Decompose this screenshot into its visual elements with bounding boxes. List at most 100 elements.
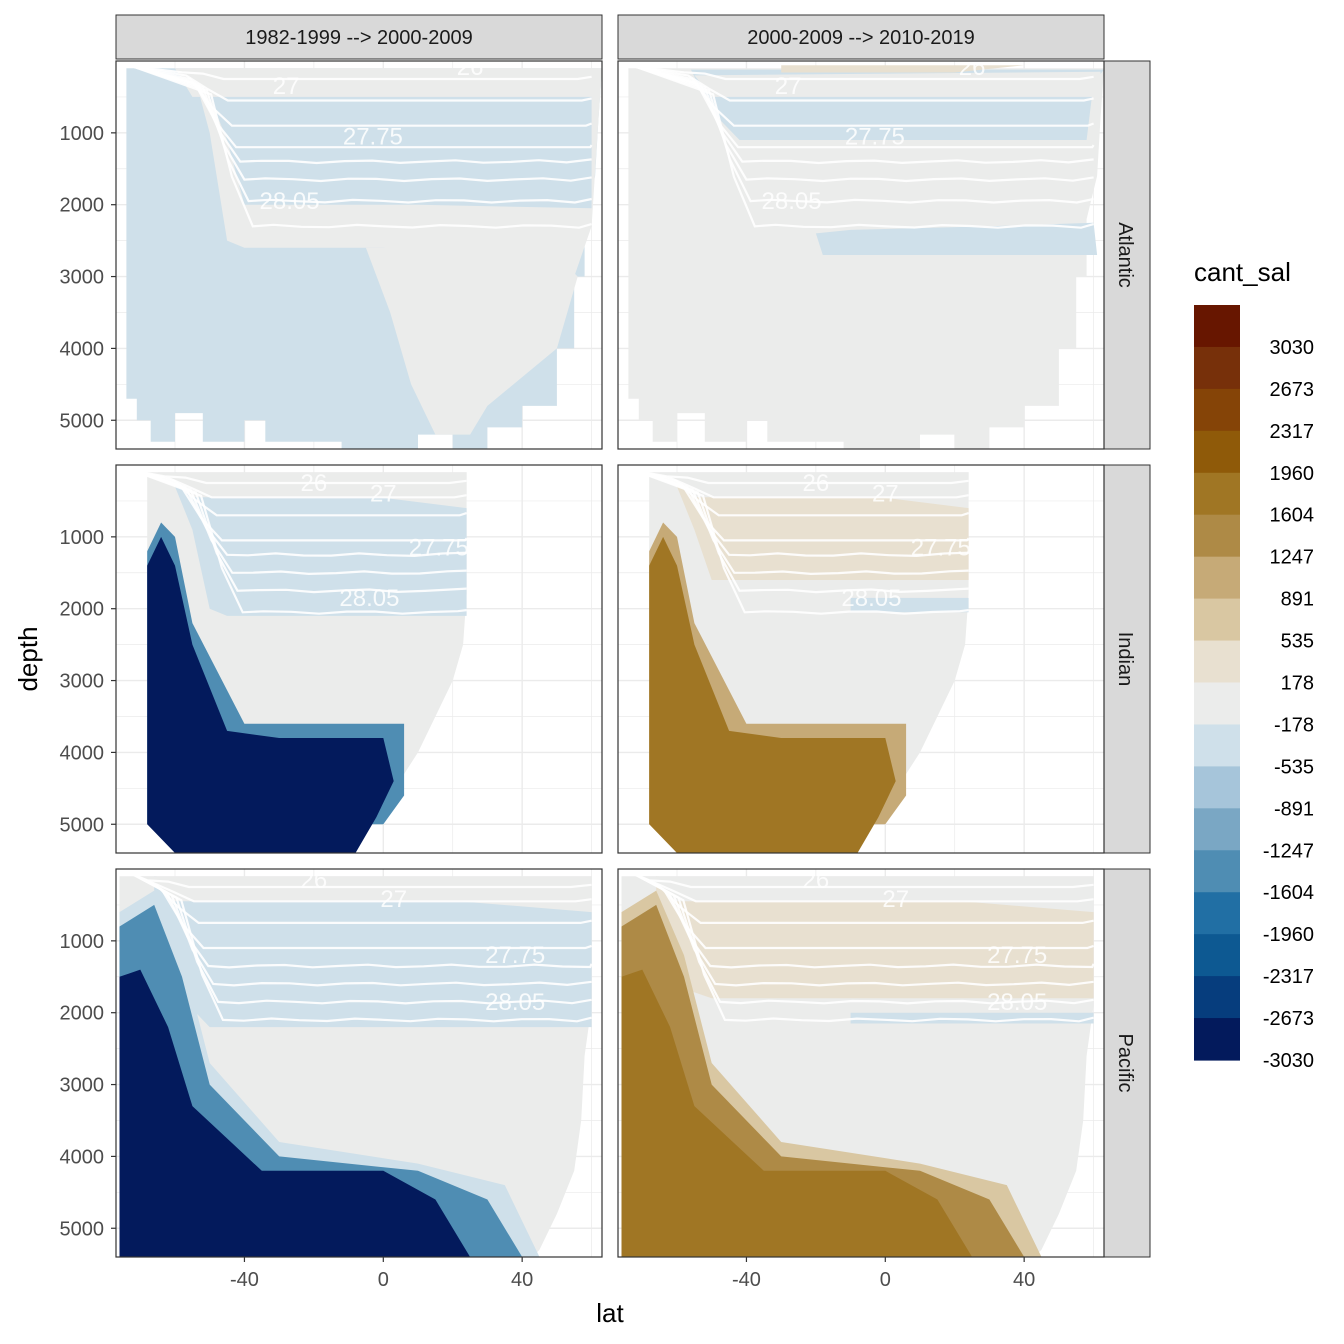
x-axis-title: lat <box>596 1298 624 1328</box>
contour-label-2: 27.75 <box>911 535 971 562</box>
contour-band-0 <box>677 472 969 580</box>
contour-label-3: 28.05 <box>260 188 320 215</box>
legend-swatch <box>1194 305 1240 348</box>
y-tick-label: 4000 <box>60 742 105 764</box>
legend-swatch <box>1194 892 1240 935</box>
x-axes: -40 0 40 -40 0 40 <box>230 1257 1035 1291</box>
legend-label: -1247 <box>1263 840 1314 862</box>
panel-pacific-col2: 26 27 27.75 28.05 <box>617 867 1105 1258</box>
column-strip-label-2: 2000-2009 --> 2010-2019 <box>747 27 974 49</box>
contour-band-3 <box>175 68 599 97</box>
x-tick-label: 40 <box>1013 1269 1035 1291</box>
legend-swatch <box>1194 1018 1240 1061</box>
column-strip-label-1: 1982-1999 --> 2000-2009 <box>245 27 472 49</box>
legend-label: -535 <box>1274 756 1314 778</box>
y-tick-label: 3000 <box>60 1075 105 1097</box>
y-tick-label: 1000 <box>60 527 105 549</box>
legend-label: -891 <box>1274 798 1314 820</box>
y-tick-label: 5000 <box>60 814 105 836</box>
contour-label-0: 26 <box>803 867 830 894</box>
legend-swatch <box>1194 976 1240 1019</box>
legend-swatch <box>1194 598 1240 642</box>
contour-band-4 <box>119 969 471 1257</box>
legend-swatch <box>1194 766 1240 809</box>
contour-label-3: 28.05 <box>841 585 901 612</box>
contour-label-0: 26 <box>301 867 328 894</box>
y-tick-label: 2000 <box>60 1003 105 1025</box>
legend-label: -1960 <box>1263 924 1314 946</box>
isopycnal-lines <box>132 873 593 1023</box>
row-strip-pacific: Pacific <box>1103 868 1151 1258</box>
y-tick-label: 4000 <box>60 1146 105 1168</box>
panel-border <box>617 464 1105 854</box>
row-strip-atlantic: Atlantic <box>1103 60 1151 450</box>
y-tick-label: 1000 <box>60 123 105 145</box>
contour-label-1: 27 <box>370 481 397 508</box>
contour-band-1 <box>365 247 578 435</box>
legend-label: 1960 <box>1270 463 1315 485</box>
contour-label-0: 26 <box>457 54 484 81</box>
y-tick-label: 5000 <box>60 410 105 432</box>
contour-label-1: 27 <box>882 886 909 913</box>
legend-label: -2673 <box>1263 1008 1314 1030</box>
contour-label-1: 27 <box>273 73 300 100</box>
contour-band-3 <box>781 65 1025 73</box>
legend-label: -3030 <box>1263 1050 1314 1072</box>
contour-label-1: 27 <box>380 886 407 913</box>
y-axis-title: depth <box>13 626 43 691</box>
y-tick-label: 5000 <box>60 1218 105 1240</box>
contour-band-1 <box>140 876 592 902</box>
contour-label-2: 27.75 <box>409 535 469 562</box>
contour-band-2 <box>815 222 1098 255</box>
x-tick-label: -40 <box>230 1269 259 1291</box>
contour-label-1: 27 <box>872 481 899 508</box>
legend-label: 3030 <box>1270 337 1315 359</box>
legend-swatch <box>1194 514 1240 558</box>
legend-label: 2317 <box>1270 421 1315 443</box>
contour-label-0: 26 <box>803 470 830 497</box>
contour-label-2: 27.75 <box>485 942 545 969</box>
legend-swatch <box>1194 556 1240 600</box>
legend-swatch <box>1194 724 1240 767</box>
legend-label: 1247 <box>1270 547 1315 569</box>
y-tick-label: 4000 <box>60 338 105 360</box>
y-tick-label: 3000 <box>60 267 105 289</box>
contour-band-0 <box>154 876 592 1028</box>
contour-band-2 <box>850 1012 1094 1024</box>
panel-indian-col2: 26 27 27.75 28.05 <box>617 464 1105 854</box>
panel-border <box>115 868 603 1258</box>
isopycnal-lines <box>635 65 1095 229</box>
contour-label-3: 28.05 <box>987 989 1047 1016</box>
legend-swatch <box>1194 346 1240 390</box>
legend-swatch <box>1194 472 1240 516</box>
legend-title: cant_sal <box>1194 257 1291 287</box>
contour-label-2: 27.75 <box>987 942 1047 969</box>
legend-swatch <box>1194 934 1240 977</box>
legend-label: -2317 <box>1263 966 1314 988</box>
contour-label-3: 28.05 <box>339 585 399 612</box>
contour-label-2: 27.75 <box>343 123 403 150</box>
isopycnal-lines <box>133 469 468 615</box>
contour-band-4 <box>649 536 896 853</box>
row-strip-label-atlantic: Atlantic <box>1114 222 1136 288</box>
column-strip-2: 2000-2009 --> 2010-2019 <box>617 14 1105 60</box>
contour-label-3: 28.05 <box>485 989 545 1016</box>
x-tick-label: 40 <box>511 1269 533 1291</box>
isopycnal-lines <box>133 65 593 229</box>
legend: 3030 2673 2317 1960 1604 1247 891 535 178 -178 -53… <box>1194 305 1314 1072</box>
contour-band-2 <box>192 79 592 209</box>
contour-label-0: 26 <box>959 54 986 81</box>
legend-label: 891 <box>1281 589 1314 611</box>
y-tick-label: 2000 <box>60 599 105 621</box>
x-tick-label: -40 <box>732 1269 761 1291</box>
contour-label-2: 27.75 <box>845 123 905 150</box>
contour-band-1 <box>659 472 969 498</box>
contour-band-2 <box>850 597 969 613</box>
contour-band-5 <box>621 969 973 1257</box>
panel-pacific-col1: 26 27 27.75 28.05 <box>115 867 603 1258</box>
legend-swatch <box>1194 682 1240 726</box>
legend-label: 535 <box>1281 631 1314 653</box>
legend-swatch <box>1194 430 1240 474</box>
y-tick-label: 3000 <box>60 671 105 693</box>
